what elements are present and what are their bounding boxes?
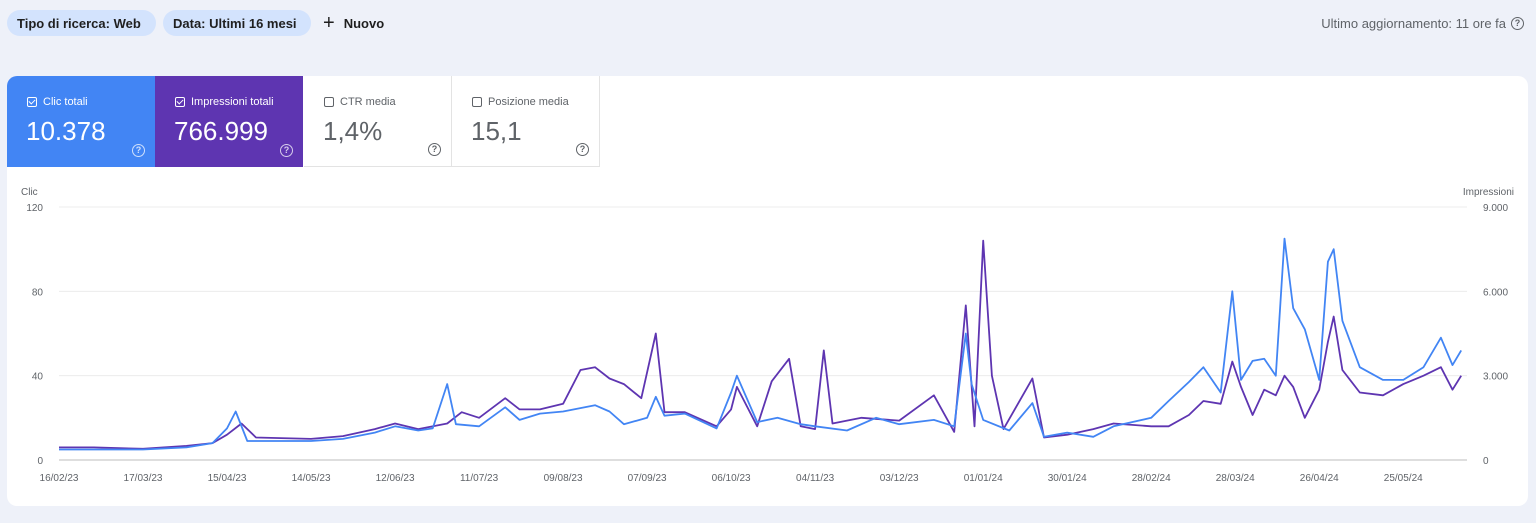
help-icon[interactable]: ? bbox=[1511, 16, 1524, 30]
right-tick-label: 3.000 bbox=[1483, 372, 1508, 383]
metric-label: Posizione media bbox=[488, 96, 569, 108]
help-icon[interactable]: ? bbox=[576, 143, 589, 156]
impressions-series-line bbox=[59, 239, 1462, 450]
checkbox-checked-icon[interactable] bbox=[175, 97, 185, 107]
date-filter-chip[interactable]: Data: Ultimi 16 mesi bbox=[163, 10, 311, 36]
left-tick-label: 80 bbox=[32, 287, 44, 298]
last-update-text: Ultimo aggiornamento: 11 ore fa bbox=[1321, 15, 1506, 31]
search-type-filter-label: Tipo di ricerca: Web bbox=[17, 15, 141, 31]
checkbox-checked-icon[interactable] bbox=[27, 97, 37, 107]
x-tick-label: 15/04/23 bbox=[208, 473, 247, 484]
x-tick-label: 16/02/23 bbox=[40, 473, 79, 484]
left-tick-label: 0 bbox=[37, 456, 43, 467]
metric-value: 1,4% bbox=[323, 116, 383, 146]
x-tick-label: 25/05/24 bbox=[1384, 473, 1423, 484]
right-tick-label: 9.000 bbox=[1483, 203, 1508, 214]
x-tick-label: 30/01/24 bbox=[1048, 473, 1087, 484]
x-tick-label: 04/11/23 bbox=[796, 473, 835, 484]
date-filter-label: Data: Ultimi 16 mesi bbox=[173, 15, 297, 31]
new-filter-button[interactable]: + Nuovo bbox=[323, 10, 384, 36]
metric-label: CTR media bbox=[340, 96, 396, 108]
metric-label: Impressioni totali bbox=[191, 96, 274, 108]
x-tick-label: 26/04/24 bbox=[1300, 473, 1339, 484]
x-tick-label: 03/12/23 bbox=[880, 473, 919, 484]
performance-card: Clic totali 10.378 ? Impressioni totali … bbox=[7, 76, 1528, 506]
right-axis-title: Impressioni bbox=[1463, 187, 1514, 198]
help-icon[interactable]: ? bbox=[428, 143, 441, 156]
checkbox-unchecked-icon[interactable] bbox=[472, 97, 482, 107]
x-tick-label: 09/08/23 bbox=[544, 473, 583, 484]
last-update-status: Ultimo aggiornamento: 11 ore fa ? bbox=[1321, 10, 1524, 36]
metric-value: 15,1 bbox=[471, 116, 522, 146]
help-icon[interactable]: ? bbox=[280, 144, 293, 157]
x-tick-label: 11/07/23 bbox=[460, 473, 499, 484]
metric-label: Clic totali bbox=[43, 96, 88, 108]
x-tick-label: 14/05/23 bbox=[292, 473, 331, 484]
x-tick-label: 01/01/24 bbox=[964, 473, 1003, 484]
right-tick-label: 0 bbox=[1483, 456, 1489, 467]
right-tick-label: 6.000 bbox=[1483, 287, 1508, 298]
metric-card-average-position[interactable]: Posizione media 15,1 ? bbox=[452, 76, 600, 167]
x-tick-label: 12/06/23 bbox=[376, 473, 415, 484]
x-tick-label: 06/10/23 bbox=[712, 473, 751, 484]
plus-icon: + bbox=[323, 12, 335, 34]
x-tick-label: 28/03/24 bbox=[1216, 473, 1255, 484]
left-tick-label: 40 bbox=[32, 372, 44, 383]
help-icon[interactable]: ? bbox=[132, 144, 145, 157]
metric-value: 10.378 bbox=[26, 116, 106, 146]
left-tick-label: 120 bbox=[26, 203, 43, 214]
performance-chart: Clic Impressioni 0 0 40 3.000 80 6.000 120 9.000 1… bbox=[21, 187, 1514, 484]
x-tick-label: 28/02/24 bbox=[1132, 473, 1171, 484]
clicks-series-line bbox=[59, 237, 1462, 451]
x-tick-label: 07/09/23 bbox=[628, 473, 667, 484]
new-filter-label: Nuovo bbox=[343, 15, 385, 31]
metric-card-average-ctr[interactable]: CTR media 1,4% ? bbox=[304, 76, 452, 167]
x-tick-label: 17/03/23 bbox=[124, 473, 163, 484]
top-toolbar: Tipo di ricerca: Web Data: Ultimi 16 mes… bbox=[0, 0, 1536, 46]
checkbox-unchecked-icon[interactable] bbox=[324, 97, 334, 107]
left-axis-title: Clic bbox=[21, 187, 38, 198]
metric-card-total-clicks[interactable]: Clic totali 10.378 ? bbox=[7, 76, 155, 167]
search-type-filter-chip[interactable]: Tipo di ricerca: Web bbox=[7, 10, 156, 36]
metric-card-total-impressions[interactable]: Impressioni totali 766.999 ? bbox=[155, 76, 303, 167]
metric-value: 766.999 bbox=[174, 116, 268, 146]
